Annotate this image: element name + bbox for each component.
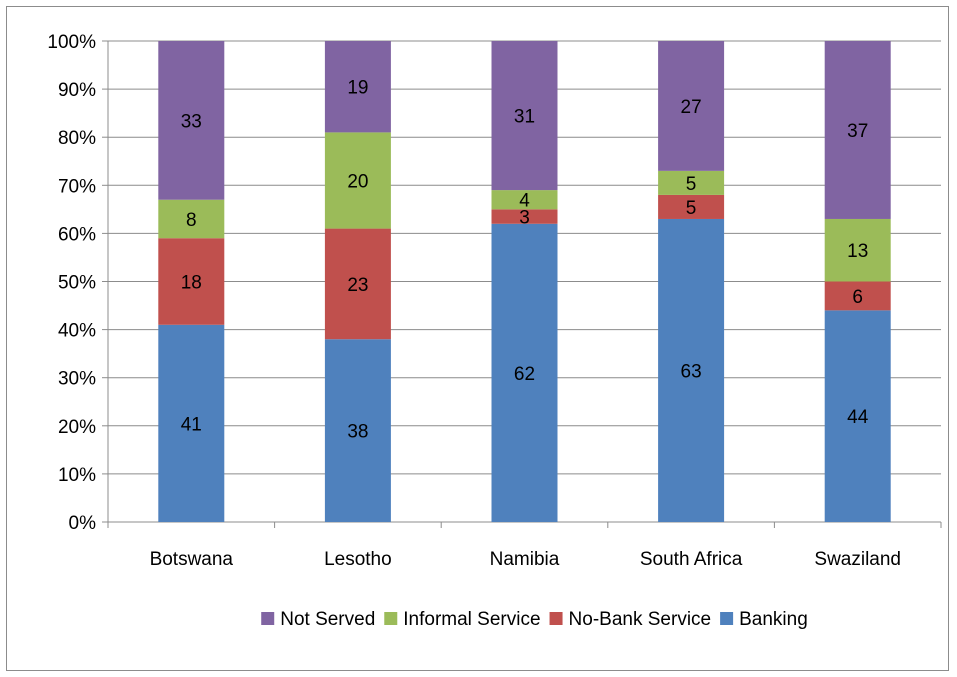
bar-no-bank-service-swaziland [824,281,891,311]
x-tick-label: South Africa [640,549,743,570]
legend-item-no-bank-service: No-Bank Service [549,609,712,630]
bar-informal-service-swaziland [824,218,891,282]
y-tick-label: 100% [47,32,96,53]
legend-swatch [384,612,398,625]
data-label-banking-lesotho: 38 [347,422,368,443]
y-tick-label: 60% [58,224,96,245]
bar-no-bank-service-lesotho [324,228,391,340]
legend-label: Not Served [280,609,375,630]
bar-informal-service-botswana [158,199,225,239]
legend-swatch [720,612,734,625]
bars [158,41,891,522]
bar-not-served-south-africa [658,41,725,171]
x-tick-label: Namibia [490,549,560,570]
legend-item-banking: Banking [720,609,808,630]
bar-not-served-lesotho [324,41,391,133]
y-tick-label: 90% [58,80,96,101]
legend: Not Served Informal Service No-Bank Servic… [261,609,808,630]
bar-banking-swaziland [824,310,891,522]
legend-item-not-served: Not Served [261,609,375,630]
data-label-no-bank-service-botswana: 18 [181,273,202,294]
x-tick-label: Swaziland [814,549,901,570]
data-label-no-bank-service-lesotho: 23 [347,275,368,296]
bar-informal-service-south-africa [658,170,725,195]
data-label-no-bank-service-south-africa: 5 [686,198,697,219]
data-label-informal-service-swaziland: 13 [847,241,868,262]
x-tick-label: Lesotho [324,549,392,570]
data-label-no-bank-service-swaziland: 6 [852,287,863,308]
data-label-not-served-south-africa: 27 [681,97,702,118]
data-label-no-bank-service-namibia: 3 [519,208,530,229]
data-labels: 41 18 8 33 38 23 20 19 62 34 31 63 5 5 27 44 6 13 37 [181,78,869,443]
data-label-not-served-botswana: 33 [181,111,202,132]
bar-banking-lesotho [324,339,391,522]
legend-swatch [261,612,275,625]
y-tick-label: 0% [69,513,97,534]
legend-label: Banking [739,609,808,630]
y-tick-label: 10% [58,465,96,486]
legend-label: Informal Service [403,609,540,630]
y-tick-label: 40% [58,321,96,342]
bar-not-served-botswana [158,41,225,200]
bar-banking-south-africa [658,218,725,522]
bar-banking-namibia [491,223,558,522]
data-label-banking-botswana: 41 [181,414,202,435]
axes: 0% 10% 20% 30% 40% 50% 60% 70% 80% 90% 100% Botswan… [47,32,942,570]
x-tick-label: Botswana [150,549,234,570]
bar-no-bank-service-namibia [491,209,558,224]
legend-swatch [549,612,563,625]
data-label-informal-service-botswana: 8 [186,210,197,231]
bar-no-bank-service-south-africa [658,194,725,219]
legend-label: No-Bank Service [569,609,712,630]
data-label-banking-south-africa: 63 [681,361,702,382]
data-label-banking-swaziland: 44 [847,407,869,428]
bar-not-served-swaziland [824,41,891,219]
bar-informal-service-namibia [491,190,558,210]
data-label-not-served-lesotho: 19 [347,78,368,99]
data-label-informal-service-south-africa: 5 [686,174,697,195]
data-label-not-served-swaziland: 37 [847,121,868,142]
data-label-informal-service-namibia: 4 [519,191,530,212]
bar-banking-botswana [158,324,225,522]
bar-informal-service-lesotho [324,132,391,229]
y-tick-label: 50% [58,273,96,294]
legend-item-informal-service: Informal Service [384,609,541,630]
y-tick-label: 80% [58,128,96,149]
data-label-informal-service-lesotho: 20 [347,171,368,192]
y-tick-label: 20% [58,417,96,438]
y-tick-label: 70% [58,176,96,197]
data-label-banking-namibia: 62 [514,364,535,385]
y-tick-label: 30% [58,369,96,390]
bar-no-bank-service-botswana [158,238,225,325]
data-label-not-served-namibia: 31 [514,107,535,128]
bar-not-served-namibia [491,41,558,191]
